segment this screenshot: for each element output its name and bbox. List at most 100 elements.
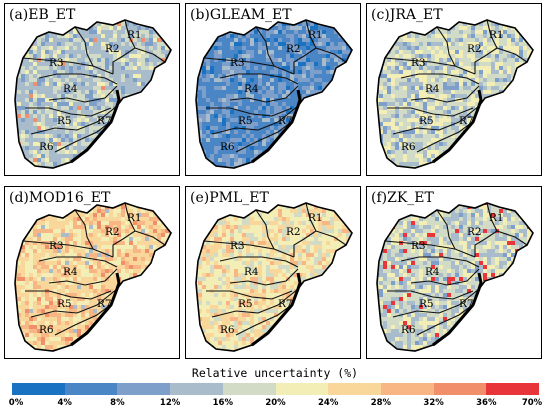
region-label: R2 <box>105 43 120 55</box>
basin-map: R1 R2 R3 R4 R5 R6 R7 <box>376 19 534 169</box>
region-boundary <box>22 57 114 75</box>
region-label: R1 <box>308 212 323 224</box>
region-label: R7 <box>278 298 293 310</box>
region-boundary <box>400 73 480 85</box>
region-label: R3 <box>411 240 426 252</box>
region-label: R4 <box>63 83 78 95</box>
region-boundary <box>206 107 293 117</box>
region-boundary <box>387 107 474 117</box>
region-boundary <box>229 268 299 286</box>
region-label: R7 <box>97 298 112 310</box>
basin-outline <box>195 202 353 352</box>
basin-map: R1 R2 R3 R4 R5 R6 R7 <box>14 202 172 352</box>
region-boundary <box>474 19 498 74</box>
region-boundary <box>206 290 293 300</box>
region-label: R2 <box>286 43 301 55</box>
region-boundary <box>387 290 474 300</box>
region-boundary <box>235 302 295 336</box>
region-boundary <box>74 209 94 250</box>
panel-title: (f)ZK_ET <box>371 190 434 206</box>
region-label: R3 <box>230 57 245 69</box>
region-boundary <box>410 85 480 103</box>
map-panel: R1 R2 R3 R4 R5 R6 R7 (b)GLEAM_ET <box>185 3 361 176</box>
map-panel: R1 R2 R3 R4 R5 R6 R7 (d)MOD16_ET <box>4 186 180 359</box>
region-label: R6 <box>220 324 235 336</box>
region-boundary <box>410 268 480 286</box>
region-boundary <box>474 202 498 257</box>
region-label: R5 <box>419 298 434 310</box>
region-boundary <box>203 240 295 258</box>
region-label: R4 <box>244 83 259 95</box>
region-boundary <box>134 47 166 63</box>
panel-title: (b)GLEAM_ET <box>190 7 292 23</box>
region-label: R6 <box>39 324 54 336</box>
region-label: R5 <box>419 115 434 127</box>
region-boundary <box>416 302 476 336</box>
coastline <box>251 89 302 164</box>
region-label: R3 <box>230 240 245 252</box>
region-label: R5 <box>238 115 253 127</box>
region-label: R6 <box>220 141 235 153</box>
region-label: R1 <box>489 29 504 41</box>
region-label: R5 <box>57 298 72 310</box>
colorbar-segment <box>328 383 381 395</box>
region-boundary <box>235 119 295 153</box>
colorbar-tick-label: 24% <box>318 398 339 408</box>
region-boundary <box>112 19 136 74</box>
colorbar-title: Relative uncertainty (%) <box>191 366 359 380</box>
colorbar-ticks: 0% 4% 8% 12% 16% 20% 24% 28% 32% 36% 70% <box>0 398 550 412</box>
basin-outline <box>376 19 534 169</box>
panel-title: (e)PML_ET <box>190 190 269 206</box>
region-boundary <box>48 85 118 103</box>
basin-outline <box>14 19 172 169</box>
region-label: R7 <box>97 115 112 127</box>
basin-map: R1 R2 R3 R4 R5 R6 R7 <box>376 202 534 352</box>
panel-title: (c)JRA_ET <box>371 7 443 23</box>
region-label: R1 <box>489 212 504 224</box>
region-label: R5 <box>57 115 72 127</box>
basin-outline <box>195 19 353 169</box>
region-label: R3 <box>411 57 426 69</box>
colorbar-tick-label: 70% <box>521 398 543 408</box>
region-boundary <box>48 268 118 286</box>
colorbar-segment <box>12 383 65 395</box>
region-boundary <box>54 119 114 153</box>
region-boundary <box>496 47 528 63</box>
region-boundary <box>436 26 456 67</box>
region-boundary <box>384 57 476 75</box>
region-boundary <box>25 107 112 117</box>
region-label: R4 <box>63 266 78 278</box>
colorbar-segment <box>380 383 434 395</box>
region-label: R1 <box>308 29 323 41</box>
region-boundary <box>25 290 112 300</box>
region-boundary <box>315 47 347 63</box>
region-boundary <box>74 26 94 67</box>
region-label: R2 <box>286 226 301 238</box>
region-label: R3 <box>49 57 64 69</box>
colorbar-segment <box>222 383 276 395</box>
region-label: R3 <box>49 240 64 252</box>
colorbar-tick-label: 12% <box>159 398 181 408</box>
region-label: R6 <box>39 141 54 153</box>
region-boundary <box>293 19 317 74</box>
colorbar-segment <box>117 383 171 395</box>
region-label: R2 <box>467 43 482 55</box>
basin-map: R1 R2 R3 R4 R5 R6 R7 <box>14 19 172 169</box>
region-boundary <box>293 202 317 257</box>
coastline <box>251 272 302 347</box>
region-boundary <box>38 256 118 268</box>
colorbar-tick-label: 28% <box>370 398 392 408</box>
region-boundary <box>211 288 299 318</box>
region-label: R6 <box>401 141 416 153</box>
region-boundary <box>22 240 114 258</box>
region-label: R7 <box>278 115 293 127</box>
region-label: R7 <box>459 115 474 127</box>
region-label: R4 <box>425 83 440 95</box>
basin-outline <box>14 202 172 352</box>
region-boundary <box>255 26 275 67</box>
colorbar-segment <box>433 383 487 395</box>
basin-map: R1 R2 R3 R4 R5 R6 R7 <box>195 202 353 352</box>
region-boundary <box>392 288 480 318</box>
colorbar-tick-label: 16% <box>212 398 233 408</box>
colorbar-tick-label: 0% <box>8 398 24 408</box>
